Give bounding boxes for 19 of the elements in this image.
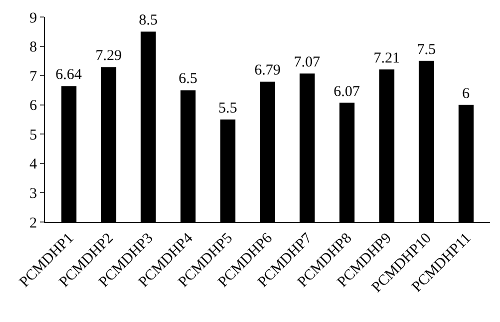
y-tick-label: 3 xyxy=(30,186,37,202)
y-tick-label: 6 xyxy=(30,98,38,114)
data-label: 6.64 xyxy=(55,67,82,84)
data-label: 5.5 xyxy=(218,100,238,116)
data-label: 6.5 xyxy=(178,71,198,88)
data-label: 7.29 xyxy=(95,48,122,64)
y-tick-label: 8 xyxy=(30,40,37,56)
y-tick-label: 2 xyxy=(30,215,37,232)
data-label: 7.5 xyxy=(417,42,436,58)
data-label: 6.79 xyxy=(254,62,281,79)
y-tick-label: 9 xyxy=(30,10,37,26)
y-tick-label: 5 xyxy=(30,127,37,144)
data-label: 6 xyxy=(462,86,470,102)
data-label: 7.07 xyxy=(294,54,321,71)
data-label: 7.21 xyxy=(374,50,400,66)
data-label: 8.5 xyxy=(138,12,158,29)
data-label: 6.07 xyxy=(334,84,360,100)
y-tick-label: 7 xyxy=(30,68,38,85)
y-tick-label: 4 xyxy=(30,156,38,173)
